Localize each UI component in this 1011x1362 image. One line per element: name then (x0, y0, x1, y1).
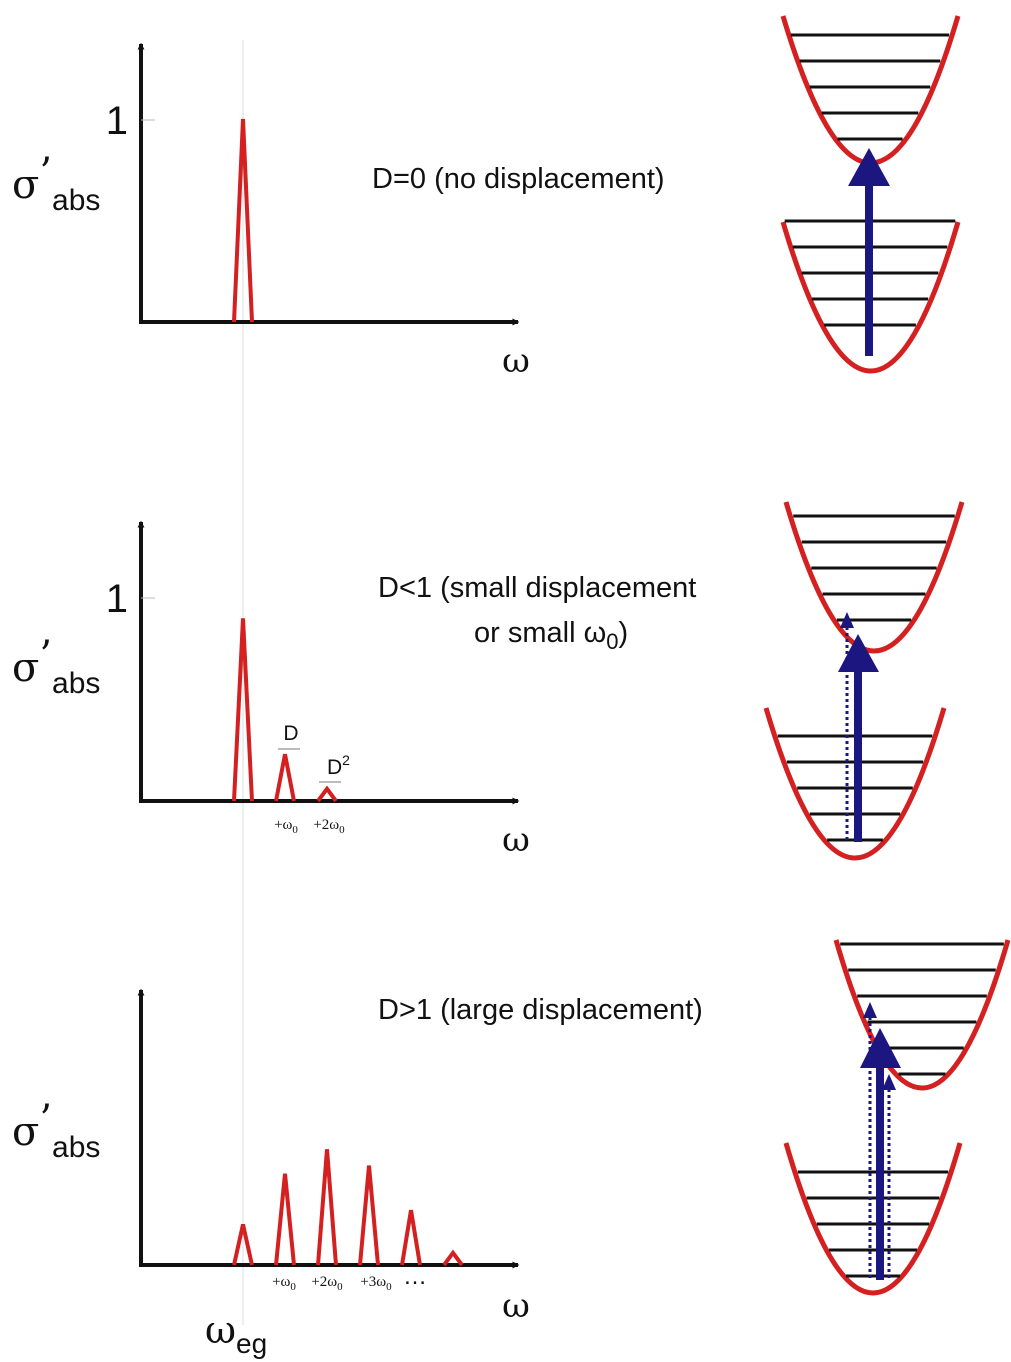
absorption-peak-3 (358, 1165, 380, 1266)
upper-well (783, 501, 965, 654)
x-axis-label: ω (502, 341, 530, 381)
omega-eg-label: ωeg (205, 1308, 267, 1359)
transition-arrowhead (860, 1028, 901, 1068)
panel-no-displacement: 1 σ’abs ω D=0 (no displacement) (12, 15, 961, 381)
x-axis-label: ω (502, 820, 530, 860)
absorption-peak-0 (232, 618, 254, 802)
panel-caption: D<1 (small displacement (378, 572, 696, 604)
vibrational-levels (797, 942, 1004, 1278)
absorption-peak-5 (442, 1249, 464, 1267)
potential-wells (780, 15, 961, 374)
peak-label-d2-base: D (327, 756, 342, 779)
x-tick-label-omega0: +ω0 (272, 1274, 296, 1293)
transition-arrowhead (848, 148, 890, 186)
upper-well (780, 15, 961, 166)
potential-wells (783, 939, 1011, 1296)
y-tick-label-1: 1 (106, 99, 128, 143)
panel-caption: D=0 (no displacement) (372, 163, 665, 195)
transition-arrowhead-dotted-left (863, 1002, 877, 1018)
upper-well (833, 939, 1011, 1091)
lower-well (780, 221, 961, 374)
x-tick-label-omega0: +ω0 (274, 817, 298, 836)
peak-label-d2-sup: 2 (342, 752, 350, 768)
sigma-symbol: σ (12, 1109, 39, 1155)
absorption-peak-0 (232, 1223, 254, 1266)
transition-arrowhead (838, 634, 879, 672)
x-tick-label-2omega0: +2ω0 (313, 817, 345, 836)
x-tick-ellipsis: … (403, 1263, 427, 1290)
peak-label-d2: D2 (327, 752, 350, 779)
lower-well (783, 1142, 963, 1296)
absorption-peak-1 (274, 1173, 296, 1266)
absorption-peak-2 (316, 785, 338, 803)
sigma-symbol: σ (12, 645, 39, 691)
absorption-peak-4 (400, 1209, 422, 1266)
y-tick-label-1: 1 (106, 577, 128, 621)
absorption-peak-2 (316, 1149, 338, 1266)
y-axis-label: σ’abs (12, 150, 100, 217)
transition-arrowhead-dotted (840, 612, 854, 628)
x-tick-label-2omega0: +2ω0 (311, 1274, 343, 1293)
panel-caption: D>1 (large displacement) (378, 994, 703, 1026)
potential-wells (763, 501, 965, 861)
sigma-symbol: σ (12, 162, 39, 208)
panel-large-displacement: σ’abs ω ωeg +ω0 +2ω0 +3ω0 … D>1 (large d… (12, 939, 1011, 1359)
peaks-group (232, 1149, 464, 1267)
absorption-peak-0 (232, 118, 254, 323)
absorption-peak-1 (274, 753, 296, 802)
y-axis-label: σ’abs (12, 1097, 100, 1164)
vibrational-levels (777, 514, 955, 842)
y-axis-label: σ’abs (12, 633, 100, 700)
prime-symbol: ’ (39, 1097, 52, 1143)
x-tick-label-3omega0: +3ω0 (360, 1274, 392, 1293)
abs-subscript: abs (52, 184, 100, 217)
lower-well (763, 707, 947, 861)
peak-label-d: D (283, 722, 298, 745)
abs-subscript: abs (52, 667, 100, 700)
prime-symbol: ’ (39, 633, 52, 679)
abs-subscript: abs (52, 1131, 100, 1164)
x-axis-label: ω (502, 1286, 530, 1326)
peaks-group (232, 618, 338, 803)
panel-small-displacement: 1 σ’abs ω D D2 +ω0 +2ω0 D<1 (small displ… (12, 501, 965, 861)
panel-caption-line2: or small ω0) (474, 617, 628, 654)
prime-symbol: ’ (39, 150, 52, 196)
transition-arrowhead-dotted-right (882, 1074, 896, 1090)
peaks-group (232, 118, 254, 323)
